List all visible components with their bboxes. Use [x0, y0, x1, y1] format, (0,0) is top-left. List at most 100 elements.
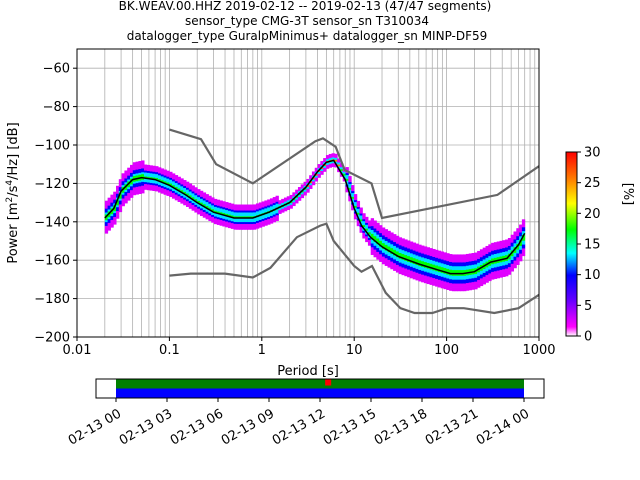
ppsd-cell: [180, 186, 184, 189]
ppsd-cell: [227, 218, 232, 221]
ppsd-cell: [474, 275, 478, 278]
ppsd-cell: [468, 253, 473, 256]
ppsd-cell: [398, 246, 403, 250]
ppsd-cell: [376, 230, 380, 233]
ppsd-cell: [188, 191, 193, 194]
ppsd-cell: [300, 192, 305, 195]
ppsd-cell: [437, 271, 442, 275]
ppsd-cell: [409, 253, 414, 256]
ppsd-cell: [519, 226, 523, 229]
ppsd-plot: 0.01 0.1 1 10 100 1000 −200−180−160−140−120−1…: [5, 48, 556, 379]
ppsd-cell: [393, 241, 397, 245]
ppsd-cell: [519, 232, 523, 235]
ppsd-cell: [401, 269, 405, 272]
ppsd-cell: [446, 287, 450, 290]
ppsd-cell: [337, 164, 341, 167]
ppsd-cell: [339, 174, 344, 177]
ppsd-cell: [152, 173, 156, 176]
ppsd-cell: [429, 265, 433, 268]
ppsd-cell: [132, 175, 137, 178]
ppsd-cell: [488, 255, 492, 259]
ppsd-cell: [337, 162, 341, 165]
ppsd-cell: [440, 259, 445, 262]
ppsd-cell: [418, 273, 422, 276]
ppsd-cell: [407, 273, 411, 276]
ppsd-cell: [351, 206, 355, 209]
ppsd-cell: [409, 241, 414, 244]
ppsd-cell: [130, 166, 134, 170]
ppsd-cell: [412, 265, 417, 268]
ppsd-cell: [521, 244, 526, 247]
ppsd-cell: [191, 185, 195, 188]
ppsd-cell: [216, 199, 221, 202]
ppsd-cell: [255, 205, 260, 208]
y-tick-label: −180: [34, 292, 70, 307]
ppsd-cell: [373, 226, 377, 229]
ppsd-cell: [149, 180, 153, 183]
ppsd-cell: [488, 246, 492, 249]
ppsd-cell: [415, 260, 419, 264]
ppsd-cell: [233, 212, 237, 215]
ppsd-cell: [211, 201, 215, 204]
ppsd-cell: [516, 239, 520, 242]
ppsd-cell: [146, 180, 151, 183]
ppsd-cell: [451, 262, 456, 265]
ppsd-cell: [493, 247, 498, 251]
ppsd-cell: [401, 255, 405, 258]
ppsd-cell: [507, 272, 512, 275]
ppsd-cell: [205, 211, 209, 214]
ppsd-cell: [513, 266, 517, 269]
ppsd-cell: [384, 257, 389, 261]
ppsd-cell: [443, 285, 447, 288]
ppsd-cell: [213, 214, 218, 217]
ppsd-cell: [283, 201, 288, 204]
ppsd-cell: [353, 207, 358, 210]
ppsd-cell: [261, 211, 265, 214]
ppsd-cell: [356, 210, 361, 213]
ppsd-cell: [244, 208, 249, 211]
ppsd-cell: [460, 256, 464, 259]
ppsd-cell: [465, 273, 470, 276]
ppsd-cell: [183, 181, 187, 185]
ppsd-cell: [499, 240, 503, 244]
ppsd-cell: [379, 227, 383, 230]
ppsd-cell: [519, 251, 523, 254]
ppsd-cell: [432, 264, 436, 267]
ppsd-cell: [460, 287, 464, 290]
ppsd-cell: [157, 174, 162, 178]
ppsd-cell: [160, 187, 165, 190]
ppsd-cell: [409, 270, 414, 273]
ppsd-cell: [404, 254, 408, 258]
y-tick-label: −80: [43, 100, 70, 115]
ppsd-cell: [477, 275, 481, 279]
ppsd-cell: [191, 204, 195, 207]
ppsd-cell: [451, 273, 456, 276]
ppsd-cell: [379, 234, 383, 237]
ppsd-cell: [496, 247, 500, 250]
ppsd-cell: [443, 277, 447, 280]
ppsd-cell: [300, 184, 305, 187]
ppsd-cell: [163, 181, 167, 184]
ppsd-cell: [323, 167, 327, 170]
ppsd-cell: [222, 203, 226, 206]
ppsd-cell: [437, 281, 442, 284]
ppsd-cell: [317, 165, 321, 169]
ppsd-cell: [395, 256, 400, 260]
ppsd-cell: [188, 189, 193, 192]
ppsd-cell: [474, 267, 478, 271]
ppsd-cell: [415, 268, 419, 271]
ppsd-cell: [320, 168, 324, 171]
ppsd-cell: [485, 278, 489, 281]
ppsd-cell: [227, 225, 232, 229]
ppsd-cell: [404, 270, 408, 273]
ppsd-cell: [440, 266, 445, 270]
ppsd-cell: [202, 198, 207, 201]
ppsd-cell: [435, 257, 439, 260]
ppsd-cell: [454, 262, 459, 265]
ppsd-cell: [141, 191, 145, 194]
ppsd-cell: [421, 260, 425, 264]
ppsd-cell: [258, 223, 263, 226]
ppsd-cell: [435, 253, 439, 256]
ppsd-cell: [440, 282, 445, 285]
ppsd-cell: [384, 233, 389, 236]
